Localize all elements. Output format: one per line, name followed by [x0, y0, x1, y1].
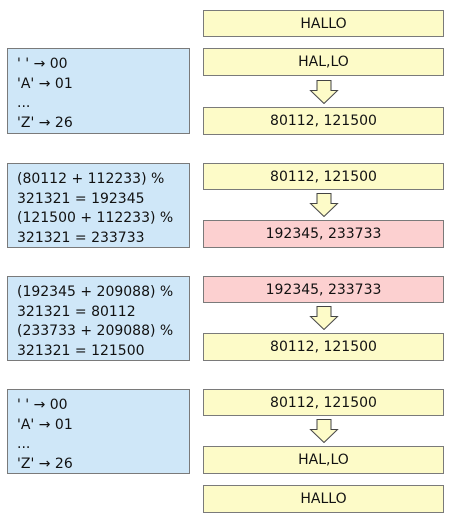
plaintext-box: HALLO	[203, 10, 444, 37]
decrypt-input-label: 192345, 233733	[265, 281, 382, 298]
note-line: 321321 = 233733	[17, 229, 145, 246]
ciphertext-box: 192345, 233733	[203, 220, 444, 248]
ciphertext-label: 192345, 233733	[265, 226, 382, 242]
down-arrow-icon	[309, 419, 339, 443]
decode-input-box: 80112, 121500	[203, 389, 444, 416]
note-line: (192345 + 209088) %	[17, 284, 174, 300]
split-text-box: HAL,LO	[203, 48, 444, 76]
note-line: 'A' → 01	[17, 75, 73, 92]
encryption-formula-note: (80112 + 112233) % 321321 = 192345 (1215…	[7, 163, 190, 248]
note-line: 321321 = 80112	[17, 303, 136, 320]
note-line: (233733 + 209088) %	[17, 323, 174, 339]
note-line: 'Z' → 26	[17, 114, 73, 131]
note-line: ' ' → 00	[17, 397, 68, 413]
plaintext-label: HALLO	[300, 15, 347, 32]
down-arrow-icon	[309, 193, 339, 217]
decryption-formula-note: (192345 + 209088) % 321321 = 80112 (2337…	[7, 276, 190, 361]
note-line: (80112 + 112233) %	[17, 171, 165, 187]
recovered-plaintext-label: HALLO	[300, 491, 347, 507]
decrypt-input-box: 192345, 233733	[203, 276, 444, 303]
decoded-split-text-label: HAL,LO	[298, 452, 349, 468]
note-line: 321321 = 121500	[17, 342, 145, 359]
encrypt-input-box: 80112, 121500	[203, 163, 444, 190]
encoding-rule-note: ' ' → 00 'A' → 01 ... 'Z' → 26	[7, 48, 190, 134]
note-line: 321321 = 192345	[17, 190, 145, 207]
split-text-label: HAL,LO	[298, 54, 349, 70]
note-line: 'Z' → 26	[17, 455, 73, 472]
note-line: 'A' → 01	[17, 416, 73, 433]
note-line: ...	[17, 95, 31, 111]
decoding-rule-note: ' ' → 00 'A' → 01 ... 'Z' → 26	[7, 389, 190, 474]
encrypt-input-label: 80112, 121500	[270, 168, 377, 185]
note-line: ' ' → 00	[17, 56, 68, 72]
note-line: ...	[17, 436, 31, 452]
down-arrow-icon	[309, 306, 339, 330]
decrypted-numbers-box: 80112, 121500	[203, 333, 444, 361]
decrypted-numbers-label: 80112, 121500	[270, 339, 377, 355]
down-arrow-icon	[309, 80, 339, 104]
note-line: (121500 + 112233) %	[17, 210, 174, 226]
encoded-numbers-label: 80112, 121500	[270, 113, 377, 129]
recovered-plaintext-box: HALLO	[203, 485, 444, 513]
decode-input-label: 80112, 121500	[270, 394, 377, 411]
decoded-split-text-box: HAL,LO	[203, 446, 444, 474]
encoded-numbers-box: 80112, 121500	[203, 107, 444, 135]
